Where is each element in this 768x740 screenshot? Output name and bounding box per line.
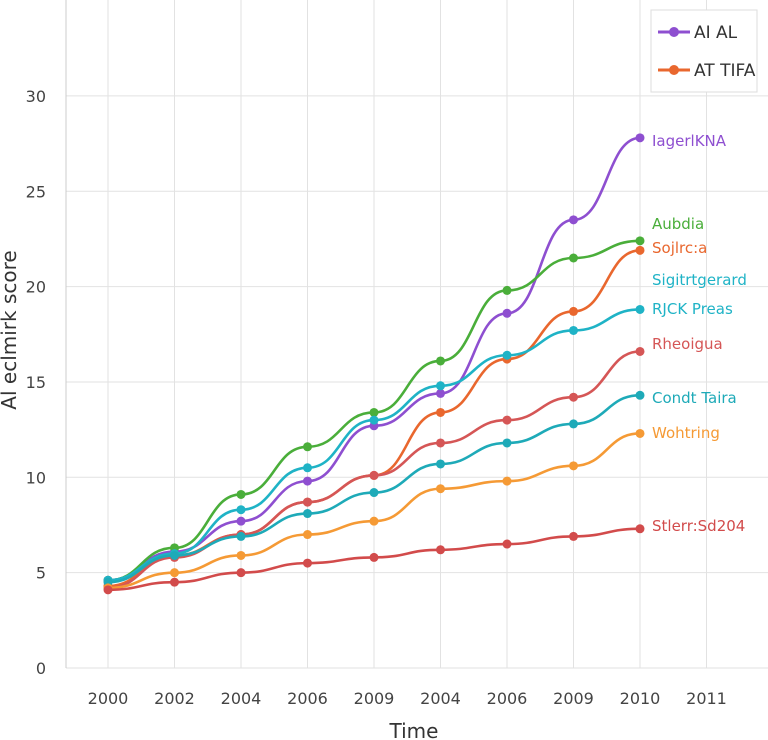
data-point: [635, 428, 645, 438]
data-point: [635, 390, 645, 400]
data-point: [369, 488, 379, 498]
data-point: [170, 568, 179, 578]
data-point: [170, 577, 179, 587]
y-tick-label: 20: [26, 278, 46, 297]
data-point: [436, 356, 445, 366]
series-labels: IagerlKNA Aubdia Sojlrc:a Sigitrtgerard RJCK…: [652, 132, 747, 535]
y-tick-label: 15: [26, 373, 46, 392]
data-point: [502, 415, 512, 425]
data-point: [236, 568, 246, 578]
series-label: Condt Taira: [652, 389, 737, 407]
data-point: [569, 253, 578, 263]
data-point: [303, 476, 312, 486]
series-line: [107, 136, 641, 582]
data-point: [569, 461, 578, 471]
x-axis-label: Time: [389, 719, 439, 740]
data-point: [635, 245, 645, 255]
data-point: [635, 236, 645, 246]
legend-entry: AI AL: [694, 23, 738, 43]
data-point: [369, 415, 379, 425]
data-point: [436, 407, 445, 417]
data-point: [236, 489, 246, 499]
data-point: [303, 530, 312, 540]
series-label: IagerlKNA: [652, 132, 727, 150]
y-tick-label: 5: [36, 564, 46, 583]
data-point: [569, 325, 578, 335]
data-point: [303, 463, 312, 473]
y-tick-label: 25: [26, 182, 46, 201]
data-point: [569, 419, 578, 429]
x-tick-label: 2006: [287, 689, 328, 708]
data-point: [236, 505, 246, 515]
data-point: [502, 476, 512, 486]
data-point: [303, 509, 312, 519]
series-label: Aubdia: [652, 215, 704, 233]
data-point: [436, 438, 445, 448]
y-axis-label: Al eclmirk score: [0, 250, 21, 409]
data-point: [569, 531, 578, 541]
data-point: [635, 133, 645, 143]
data-point: [635, 524, 645, 534]
grid: 2000 2002 2004 2006 2009 2004 2006 2009 2010 2011…: [26, 0, 768, 708]
data-point: [103, 585, 113, 595]
data-point: [369, 552, 379, 562]
y-tick-label: 30: [26, 87, 46, 106]
y-tick-label: 10: [26, 468, 46, 487]
series-label: Stlerr:Sd204: [652, 517, 745, 535]
x-tick-label: 2000: [88, 689, 129, 708]
data-point: [635, 304, 645, 314]
data-point: [369, 516, 379, 526]
data-point: [502, 350, 512, 360]
data-point: [569, 392, 578, 402]
x-tick-label: 2004: [420, 689, 461, 708]
series-label: Wohtring: [652, 424, 720, 442]
x-tick-label: 2010: [620, 689, 661, 708]
data-point: [236, 516, 246, 526]
data-point: [569, 215, 578, 225]
data-point: [502, 438, 512, 448]
legend: AI AL AT TIFA: [650, 9, 758, 93]
data-point: [303, 497, 312, 507]
x-tick-label: 2006: [487, 689, 528, 708]
data-point: [436, 545, 445, 555]
data-point: [236, 531, 246, 541]
data-point: [236, 550, 246, 560]
x-tick-label: 2009: [354, 689, 395, 708]
x-tick-label: 2002: [154, 689, 195, 708]
data-point: [170, 550, 179, 560]
data-point: [436, 459, 445, 469]
legend-marker: [669, 27, 679, 37]
data-point: [436, 388, 445, 398]
legend-marker: [669, 65, 679, 75]
data-point: [502, 308, 512, 318]
legend-entry: AT TIFA: [694, 61, 756, 81]
data-point: [303, 442, 312, 452]
legend-box: [650, 9, 758, 93]
x-tick-label: 2004: [221, 689, 262, 708]
series-label: Sojlrc:a: [652, 239, 707, 257]
x-tick-label: 2009: [553, 689, 594, 708]
series-label: Rheoigua: [652, 335, 723, 353]
series-label: RJCK Preas: [652, 300, 733, 318]
data-point: [502, 285, 512, 295]
data-point: [436, 381, 445, 391]
data-point: [303, 558, 312, 568]
x-tick-label: 2011: [686, 689, 727, 708]
data-point: [569, 306, 578, 316]
series-lines: [103, 133, 645, 595]
series-label: Sigitrtgerard: [652, 271, 747, 289]
y-tick-label: 0: [36, 659, 46, 678]
data-point: [502, 539, 512, 549]
data-point: [635, 346, 645, 356]
data-point: [369, 470, 379, 480]
data-point: [369, 407, 379, 417]
data-point: [436, 484, 445, 494]
